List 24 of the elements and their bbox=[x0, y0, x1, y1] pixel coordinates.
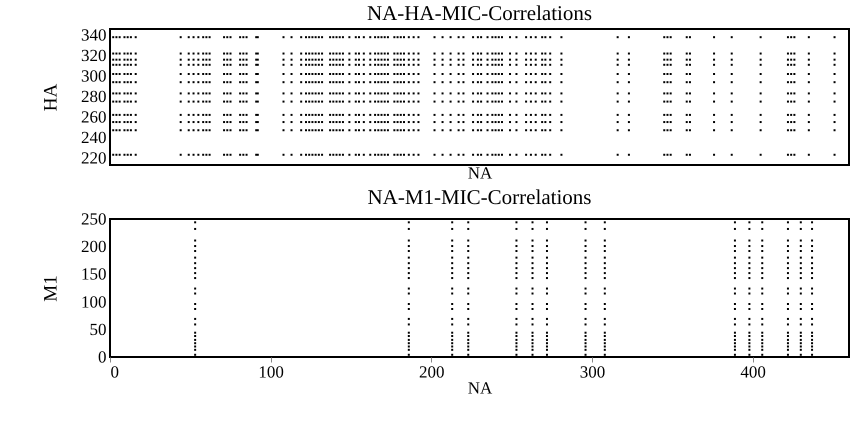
x-axis-title: NA bbox=[468, 164, 493, 182]
y-tick-label: 300 bbox=[81, 66, 106, 86]
x-tick-label: 300 bbox=[580, 362, 606, 382]
y-axis-title: M1 bbox=[40, 275, 62, 302]
y-tick-label: 240 bbox=[81, 128, 106, 147]
x-tick-label: 100 bbox=[258, 362, 284, 382]
x-tick-label: 200 bbox=[419, 362, 445, 382]
y-tick-label: 340 bbox=[81, 26, 106, 45]
y-tick-label: 0 bbox=[98, 348, 106, 366]
y-tick-label: 200 bbox=[81, 237, 106, 256]
chart-title: NA-HA-MIC-Correlations bbox=[366, 1, 592, 26]
y-axis-title: HA bbox=[40, 84, 62, 112]
x-tick-label: 0 bbox=[110, 362, 119, 382]
y-tick-label: 320 bbox=[81, 46, 106, 66]
y-tick-label: 220 bbox=[81, 148, 106, 168]
chart-title: NA-M1-MIC-Correlations bbox=[368, 185, 592, 209]
y-tick-label: 280 bbox=[81, 86, 106, 106]
y-tick-label: 150 bbox=[81, 264, 106, 284]
x-axis-title: NA bbox=[468, 378, 493, 398]
x-tick-label: 400 bbox=[740, 362, 766, 382]
y-tick-label: 250 bbox=[81, 210, 106, 228]
y-tick-label: 50 bbox=[90, 320, 106, 339]
y-tick-label: 100 bbox=[81, 292, 106, 312]
y-tick-label: 260 bbox=[81, 107, 106, 126]
